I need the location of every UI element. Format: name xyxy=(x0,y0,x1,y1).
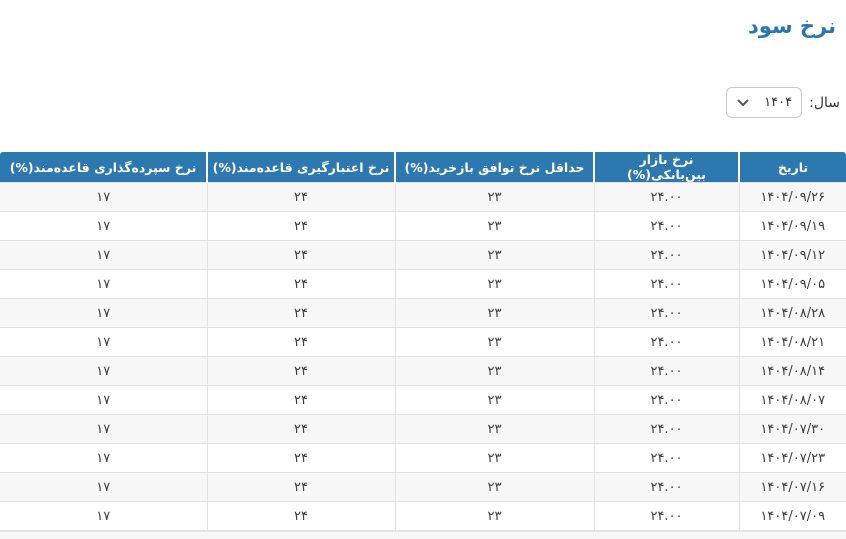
table-row: ۱۴۰۴/۰۸/۲۸ ۲۴.۰۰ ۲۳ ۲۴ ۱۷ xyxy=(0,298,846,328)
cell-deposit: ۱۷ xyxy=(0,356,208,386)
table-row: ۱۴۰۴/۰۸/۰۷ ۲۴.۰۰ ۲۳ ۲۴ ۱۷ xyxy=(0,385,846,415)
cell-deposit: ۱۷ xyxy=(0,385,208,415)
table-row: ۱۴۰۴/۰۹/۱۲ ۲۴.۰۰ ۲۳ ۲۴ ۱۷ xyxy=(0,240,846,270)
table-header-row: تاریخ نرخ بازار بین‌بانکی(%) حداقل نرخ توا… xyxy=(0,152,846,183)
cell-interbank: ۲۴.۰۰ xyxy=(593,182,740,212)
cell-deposit: ۱۷ xyxy=(0,182,208,212)
cell-date: ۱۴۰۴/۰۸/۰۷ xyxy=(738,385,846,415)
cell-repo: ۲۳ xyxy=(394,472,595,502)
cell-credit: ۲۴ xyxy=(206,443,396,473)
cell-date: ۱۴۰۴/۰۹/۲۶ xyxy=(738,182,846,212)
cell-repo: ۲۳ xyxy=(394,182,595,212)
cell-interbank: ۲۴.۰۰ xyxy=(593,211,740,241)
column-header-repo: حداقل نرخ توافق بازخرید(%) xyxy=(394,152,594,183)
column-header-date: تاریخ xyxy=(738,152,846,183)
chevron-down-icon xyxy=(737,99,749,107)
cell-date: ۱۴۰۴/۰۹/۱۲ xyxy=(738,240,846,270)
table-row: ۱۴۰۴/۰۷/۰۹ ۲۴.۰۰ ۲۳ ۲۴ ۱۷ xyxy=(0,501,846,531)
cell-date: ۱۴۰۴/۰۸/۲۱ xyxy=(738,327,846,357)
cell-interbank: ۲۴.۰۰ xyxy=(593,472,740,502)
cell-repo: ۲۳ xyxy=(394,501,595,531)
cell-repo: ۲۳ xyxy=(394,385,595,415)
cell-interbank: ۲۴.۰۰ xyxy=(593,385,740,415)
cell-date: ۱۴۰۴/۰۷/۰۹ xyxy=(738,501,846,531)
page-title: نرخ سود xyxy=(748,14,836,38)
cell-date: ۱۴۰۴/۰۷/۲۳ xyxy=(738,443,846,473)
cell-deposit: ۱۷ xyxy=(0,211,208,241)
cell-credit: ۲۴ xyxy=(206,501,396,531)
cell-credit: ۲۴ xyxy=(206,356,396,386)
cell-interbank: ۲۴.۰۰ xyxy=(593,414,740,444)
cell-credit: ۲۴ xyxy=(206,211,396,241)
cell-interbank: ۲۴.۰۰ xyxy=(593,501,740,531)
cell-repo: ۲۳ xyxy=(394,298,595,328)
year-select[interactable]: ۱۴۰۴ xyxy=(726,87,803,118)
year-select-value: ۱۴۰۴ xyxy=(764,95,793,110)
cell-interbank: ۲۴.۰۰ xyxy=(593,269,740,299)
cell-credit: ۲۴ xyxy=(206,269,396,299)
cell-deposit: ۱۷ xyxy=(0,269,208,299)
cell-deposit: ۱۷ xyxy=(0,472,208,502)
cell-credit: ۲۴ xyxy=(206,414,396,444)
column-header-credit: نرخ اعتبارگیری قاعده‌مند(%) xyxy=(206,152,395,183)
table-row: ۱۴۰۴/۰۷/۲۳ ۲۴.۰۰ ۲۳ ۲۴ ۱۷ xyxy=(0,443,846,473)
cell-credit: ۲۴ xyxy=(206,240,396,270)
partial-next-row xyxy=(0,531,846,539)
cell-repo: ۲۳ xyxy=(394,443,595,473)
table-row: ۱۴۰۴/۰۸/۲۱ ۲۴.۰۰ ۲۳ ۲۴ ۱۷ xyxy=(0,327,846,357)
year-label: سال: xyxy=(809,94,840,111)
cell-credit: ۲۴ xyxy=(206,327,396,357)
cell-date: ۱۴۰۴/۰۷/۳۰ xyxy=(738,414,846,444)
cell-repo: ۲۳ xyxy=(394,356,595,386)
cell-deposit: ۱۷ xyxy=(0,298,208,328)
cell-credit: ۲۴ xyxy=(206,385,396,415)
cell-repo: ۲۳ xyxy=(394,211,595,241)
table-row: ۱۴۰۴/۰۹/۰۵ ۲۴.۰۰ ۲۳ ۲۴ ۱۷ xyxy=(0,269,846,299)
year-filter: سال: ۱۴۰۴ xyxy=(0,87,846,118)
table-row: ۱۴۰۴/۰۷/۳۰ ۲۴.۰۰ ۲۳ ۲۴ ۱۷ xyxy=(0,414,846,444)
cell-date: ۱۴۰۴/۰۸/۲۸ xyxy=(738,298,846,328)
cell-date: ۱۴۰۴/۰۸/۱۴ xyxy=(738,356,846,386)
cell-credit: ۲۴ xyxy=(206,298,396,328)
cell-date: ۱۴۰۴/۰۹/۱۹ xyxy=(738,211,846,241)
cell-interbank: ۲۴.۰۰ xyxy=(593,298,740,328)
cell-deposit: ۱۷ xyxy=(0,240,208,270)
interest-rates-table: تاریخ نرخ بازار بین‌بانکی(%) حداقل نرخ توا… xyxy=(0,152,846,531)
cell-deposit: ۱۷ xyxy=(0,414,208,444)
cell-repo: ۲۳ xyxy=(394,327,595,357)
cell-deposit: ۱۷ xyxy=(0,501,208,531)
cell-repo: ۲۳ xyxy=(394,240,595,270)
cell-credit: ۲۴ xyxy=(206,472,396,502)
table-row: ۱۴۰۴/۰۷/۱۶ ۲۴.۰۰ ۲۳ ۲۴ ۱۷ xyxy=(0,472,846,502)
cell-date: ۱۴۰۴/۰۷/۱۶ xyxy=(738,472,846,502)
table-row: ۱۴۰۴/۰۹/۲۶ ۲۴.۰۰ ۲۳ ۲۴ ۱۷ xyxy=(0,182,846,212)
table-row: ۱۴۰۴/۰۸/۱۴ ۲۴.۰۰ ۲۳ ۲۴ ۱۷ xyxy=(0,356,846,386)
cell-date: ۱۴۰۴/۰۹/۰۵ xyxy=(738,269,846,299)
column-header-interbank: نرخ بازار بین‌بانکی(%) xyxy=(593,152,739,183)
cell-interbank: ۲۴.۰۰ xyxy=(593,327,740,357)
column-header-deposit: نرخ سپرده‌گذاری قاعده‌مند(%) xyxy=(0,152,207,183)
cell-deposit: ۱۷ xyxy=(0,443,208,473)
cell-credit: ۲۴ xyxy=(206,182,396,212)
cell-deposit: ۱۷ xyxy=(0,327,208,357)
table-row: ۱۴۰۴/۰۹/۱۹ ۲۴.۰۰ ۲۳ ۲۴ ۱۷ xyxy=(0,211,846,241)
cell-interbank: ۲۴.۰۰ xyxy=(593,356,740,386)
cell-repo: ۲۳ xyxy=(394,414,595,444)
cell-interbank: ۲۴.۰۰ xyxy=(593,443,740,473)
cell-repo: ۲۳ xyxy=(394,269,595,299)
cell-interbank: ۲۴.۰۰ xyxy=(593,240,740,270)
